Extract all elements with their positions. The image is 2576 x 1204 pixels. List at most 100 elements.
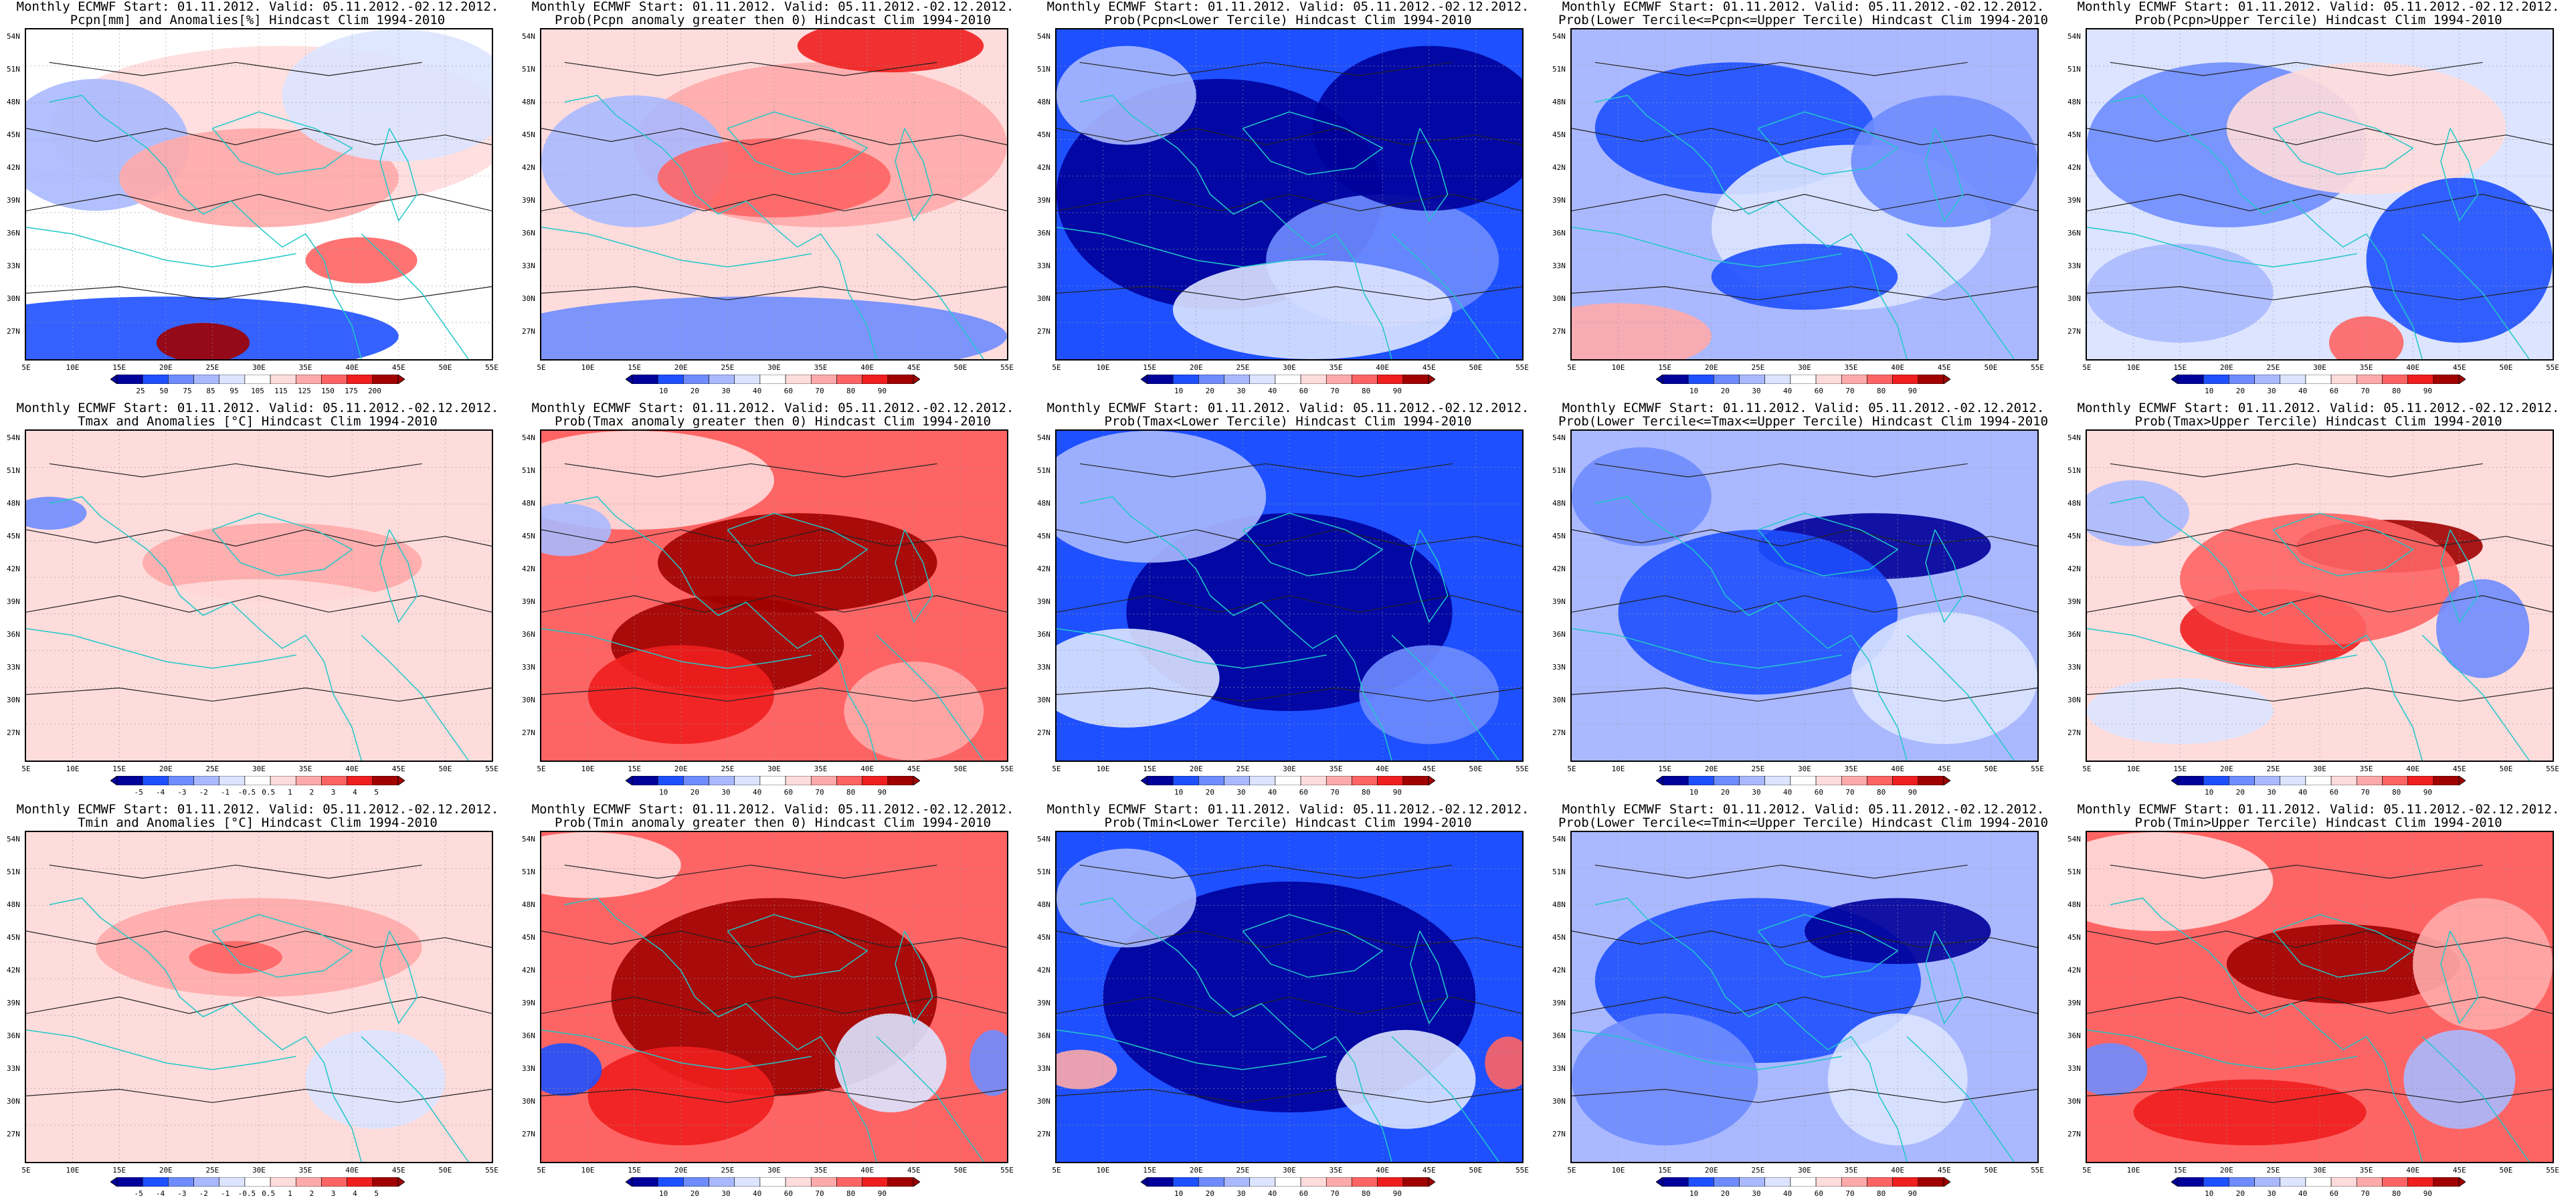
coastline (361, 233, 469, 359)
lon-label: 40E (1891, 1166, 1905, 1175)
panel-title-line2: Tmin and Anomalies [°C] Hindcast Clim 19… (78, 815, 438, 830)
lat-label: 36N (522, 229, 535, 237)
lon-label: 5E (21, 1166, 31, 1175)
colorbar-label: 90 (2423, 1189, 2432, 1198)
contour-line (1056, 529, 1522, 547)
colorbar-swatch (2433, 375, 2460, 384)
colorbar-label: 1 (288, 788, 292, 797)
lat-label: 36N (522, 630, 535, 639)
colorbar-swatch (836, 375, 862, 384)
colorbar-label: 4 (353, 1189, 357, 1198)
lon-label: 20E (1704, 765, 1718, 773)
colorbar-label: 80 (846, 788, 856, 797)
lat-label: 27N (2067, 728, 2081, 737)
lon-label: 45E (391, 765, 405, 773)
colorbar-swatch (372, 375, 399, 384)
coastline (541, 1029, 812, 1070)
colorbar-label: 70 (1330, 387, 1340, 395)
panel-title-line2: Prob(Lower Tercile<=Pcpn<=Upper Tercile)… (1558, 13, 2049, 27)
panel-title-line2: Pcpn[mm] and Anomalies[%] Hindcast Clim … (70, 13, 446, 27)
lon-label: 45E (391, 363, 405, 372)
colorbar-label: 90 (1392, 387, 1402, 395)
contour-line (1079, 463, 1453, 478)
lat-label: 45N (2067, 130, 2081, 139)
lon-label: 55E (1515, 363, 1529, 372)
map-area (540, 429, 1008, 762)
lon-label: 35E (1844, 363, 1858, 372)
coastline (1925, 529, 1964, 623)
colorbar-arrow (2171, 1177, 2179, 1187)
colorbar-label: 60 (1814, 788, 1823, 797)
contour-line (2087, 1088, 2553, 1103)
lon-label: 20E (1704, 363, 1718, 372)
colorbar-swatch (632, 375, 658, 384)
colorbar-label: 70 (1845, 387, 1855, 395)
lon-label: 50E (438, 1166, 452, 1175)
lon-label: 50E (1469, 765, 1483, 773)
lon-label: 15E (628, 765, 642, 773)
lon-label: 25E (2266, 765, 2280, 773)
lat-label: 39N (7, 999, 20, 1007)
colorbar-label: 20 (2235, 788, 2245, 797)
lon-label: 10E (66, 765, 80, 773)
map-panel: Monthly ECMWF Start: 01.11.2012. Valid: … (1546, 0, 2061, 401)
colorbar-label: -3 (177, 788, 187, 797)
lon-label: 20E (674, 765, 688, 773)
colorbar-swatch (2407, 776, 2434, 785)
colorbar-label: -1 (220, 1189, 230, 1198)
lat-label: 45N (1552, 933, 1566, 942)
colorbar-swatch (810, 1177, 837, 1187)
lat-label: 51N (522, 868, 535, 876)
anomaly-field (26, 579, 492, 761)
lat-label: 51N (1037, 65, 1050, 74)
colorbar-label: 50 (159, 387, 169, 395)
coastline (1242, 512, 1384, 577)
colorbar-arrow (110, 375, 118, 384)
colorbar-swatch (2305, 375, 2332, 384)
lon-label: 10E (581, 363, 595, 372)
colorbar-label: 20 (2235, 387, 2245, 395)
colorbar-label: 30 (721, 788, 731, 797)
panel-title: Monthly ECMWF Start: 01.11.2012. Valid: … (1030, 803, 1546, 829)
colorbar-label: 5 (374, 788, 379, 797)
panel-title: Monthly ECMWF Start: 01.11.2012. Valid: … (2061, 0, 2576, 27)
map-svg (541, 431, 1007, 761)
lat-label: 54N (522, 835, 535, 843)
panel-title: Monthly ECMWF Start: 01.11.2012. Valid: … (2061, 401, 2576, 428)
panel-title-line2: Prob(Tmin anomaly greater then 0) Hindca… (554, 815, 992, 830)
lat-label: 30N (522, 696, 535, 704)
colorbar-swatch (2356, 375, 2383, 384)
lon-label: 10E (66, 363, 80, 372)
contour-line (26, 996, 492, 1014)
lat-label: 30N (1552, 1097, 1566, 1106)
colorbar (1141, 375, 1435, 384)
contour-line (541, 128, 1007, 146)
colorbar-swatch (1790, 375, 1817, 384)
colorbar-swatch (709, 375, 735, 384)
colorbar-label: 10 (1689, 1189, 1699, 1198)
colorbar-label: 10 (659, 1189, 668, 1198)
colorbar-swatch (2280, 776, 2306, 785)
map-panel: Monthly ECMWF Start: 01.11.2012. Valid: … (1030, 803, 1546, 1204)
lat-label: 33N (2067, 1064, 2081, 1073)
colorbar-label: 80 (1877, 1189, 1886, 1198)
contour-line (2087, 286, 2553, 300)
colorbar-arrow (913, 1177, 920, 1187)
lat-label: 27N (2067, 327, 2081, 336)
lat-label: 30N (522, 294, 535, 303)
colorbar-label: 4 (353, 788, 357, 797)
lat-label: 42N (1552, 966, 1566, 975)
colorbar-arrow (626, 375, 633, 384)
contour-line (1056, 930, 1522, 948)
lat-label: 48N (1552, 900, 1566, 909)
panel-title-line1: Monthly ECMWF Start: 01.11.2012. Valid: … (531, 802, 1014, 817)
lat-label: 30N (1037, 294, 1050, 303)
lat-label: 45N (1552, 130, 1566, 139)
lat-label: 54N (522, 433, 535, 442)
lat-label: 45N (1037, 532, 1050, 540)
colorbar-swatch (244, 375, 271, 384)
lon-label: 10E (1611, 363, 1625, 372)
colorbar-swatch (168, 375, 194, 384)
lon-label: 25E (2266, 363, 2280, 372)
lon-label: 20E (2219, 1166, 2233, 1175)
